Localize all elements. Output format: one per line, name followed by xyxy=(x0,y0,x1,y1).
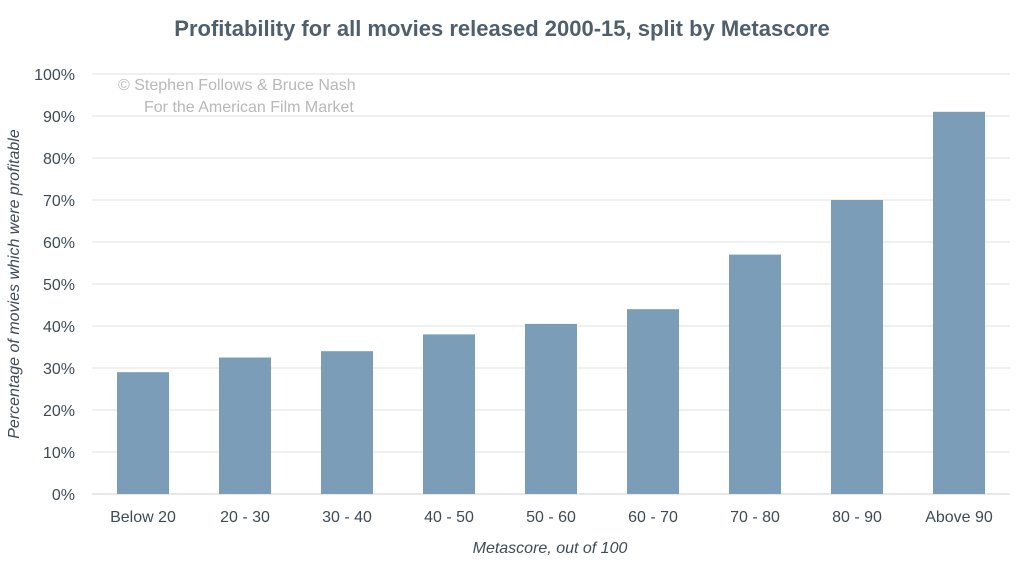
x-tick-label: 40 - 50 xyxy=(424,509,474,526)
x-tick-label: 60 - 70 xyxy=(628,509,678,526)
y-axis-ticks: 0% 10% 20% 30% 40% 50% 60% 70% 80% 90% 100% xyxy=(34,67,75,504)
y-tick-label: 90% xyxy=(43,109,75,126)
bar xyxy=(627,309,679,494)
x-axis-label: Metascore, out of 100 xyxy=(473,540,628,557)
watermark-market: For the American Film Market xyxy=(144,99,354,116)
x-tick-label: 50 - 60 xyxy=(526,509,576,526)
y-tick-label: 30% xyxy=(43,361,75,378)
y-tick-label: 80% xyxy=(43,151,75,168)
x-tick-label: 70 - 80 xyxy=(730,509,780,526)
bars xyxy=(117,111,985,495)
bar xyxy=(831,200,883,494)
bar xyxy=(117,372,169,494)
y-tick-label: 50% xyxy=(43,277,75,294)
bar xyxy=(729,254,781,494)
x-tick-label: 30 - 40 xyxy=(322,509,372,526)
y-tick-label: 10% xyxy=(43,445,75,462)
y-tick-label: 100% xyxy=(34,67,75,84)
bar xyxy=(525,323,577,494)
bar xyxy=(933,111,985,495)
y-tick-label: 70% xyxy=(43,193,75,210)
y-tick-label: 0% xyxy=(52,487,75,504)
y-tick-label: 60% xyxy=(43,235,75,252)
y-tick-label: 20% xyxy=(43,403,75,420)
watermark-copyright: © Stephen Follows & Bruce Nash xyxy=(118,77,356,94)
x-tick-label: 80 - 90 xyxy=(832,509,882,526)
y-tick-label: 40% xyxy=(43,319,75,336)
x-axis-ticks: Below 20 20 - 30 30 - 40 40 - 50 50 - 60 60 -… xyxy=(110,509,993,526)
bar xyxy=(423,334,475,494)
bar xyxy=(321,351,373,494)
x-tick-label: Above 90 xyxy=(925,509,993,526)
y-axis-label: Percentage of movies which were profitab… xyxy=(6,129,23,439)
bar xyxy=(219,357,271,494)
chart-title: Profitability for all movies released 20… xyxy=(174,16,829,41)
x-tick-label: Below 20 xyxy=(110,509,176,526)
x-tick-label: 20 - 30 xyxy=(220,509,270,526)
